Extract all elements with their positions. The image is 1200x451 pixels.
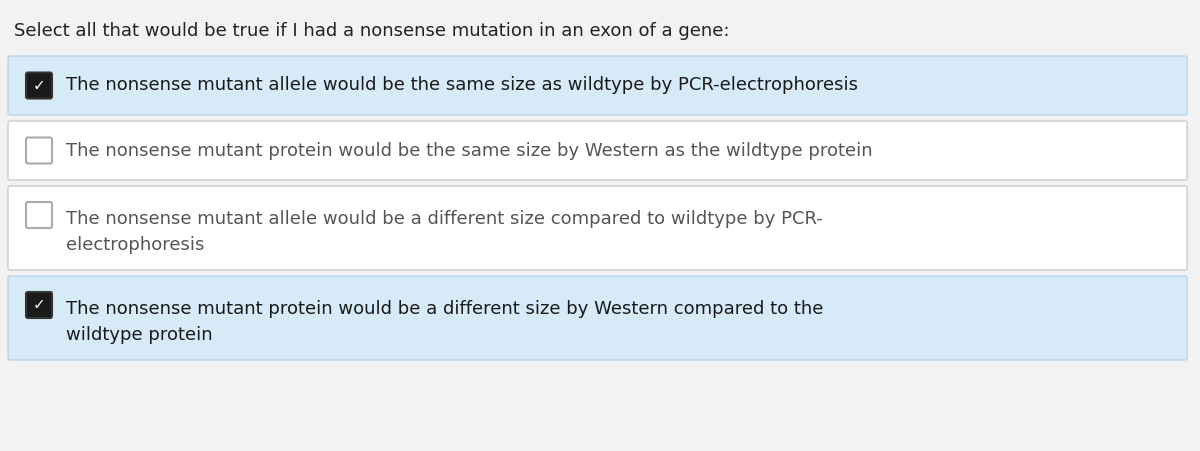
Text: electrophoresis: electrophoresis: [66, 236, 204, 254]
Text: Select all that would be true if I had a nonsense mutation in an exon of a gene:: Select all that would be true if I had a…: [14, 22, 730, 40]
FancyBboxPatch shape: [26, 138, 52, 164]
FancyBboxPatch shape: [26, 202, 52, 228]
Text: wildtype protein: wildtype protein: [66, 326, 212, 344]
Text: The nonsense mutant protein would be a different size by Western compared to the: The nonsense mutant protein would be a d…: [66, 300, 823, 318]
Text: The nonsense mutant allele would be a different size compared to wildtype by PCR: The nonsense mutant allele would be a di…: [66, 210, 823, 228]
FancyBboxPatch shape: [8, 276, 1187, 360]
FancyBboxPatch shape: [8, 121, 1187, 180]
Text: The nonsense mutant protein would be the same size by Western as the wildtype pr: The nonsense mutant protein would be the…: [66, 142, 872, 160]
Text: ✓: ✓: [32, 298, 46, 313]
Text: The nonsense mutant allele would be the same size as wildtype by PCR-electrophor: The nonsense mutant allele would be the …: [66, 77, 858, 95]
FancyBboxPatch shape: [8, 186, 1187, 270]
FancyBboxPatch shape: [8, 56, 1187, 115]
FancyBboxPatch shape: [26, 73, 52, 98]
Text: ✓: ✓: [32, 78, 46, 93]
FancyBboxPatch shape: [26, 292, 52, 318]
